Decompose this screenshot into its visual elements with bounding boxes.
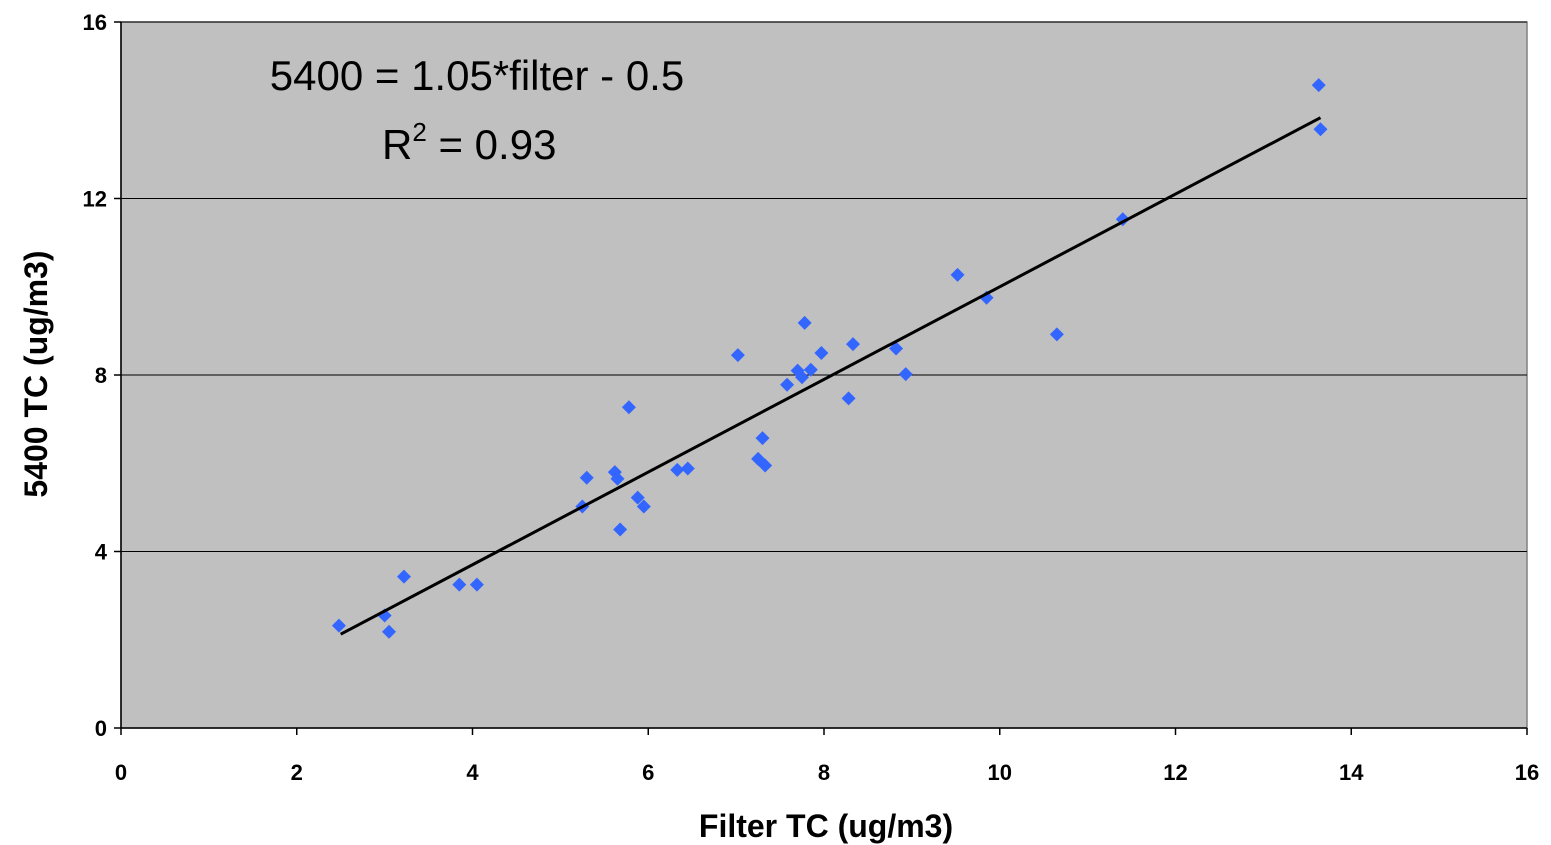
r-squared-value: = 0.93	[427, 121, 557, 168]
data-point	[630, 490, 645, 505]
data-point	[755, 431, 770, 446]
data-point	[845, 337, 860, 352]
x-tick-label: 0	[115, 760, 127, 785]
data-point	[452, 577, 467, 592]
y-axis-title: 5400 TC (ug/m3)	[18, 250, 54, 497]
y-tick-label: 4	[95, 540, 108, 565]
data-point	[889, 341, 904, 356]
data-point	[670, 462, 685, 477]
x-tick-label: 8	[818, 760, 830, 785]
x-tick-label: 10	[988, 760, 1012, 785]
data-point	[795, 370, 810, 385]
r-squared-annotation: R2 = 0.93	[382, 117, 556, 168]
data-point	[613, 522, 628, 537]
x-axis-title: Filter TC (ug/m3)	[699, 808, 953, 844]
data-point	[331, 618, 346, 633]
x-tick-labels: 0 2 4 6 8 10 12 14 16	[115, 760, 1539, 785]
x-tick-label: 2	[291, 760, 303, 785]
data-point	[621, 400, 636, 415]
y-tick-label: 12	[83, 187, 107, 212]
data-point	[610, 471, 625, 486]
r-squared-exponent: 2	[412, 117, 426, 147]
data-point	[814, 345, 829, 360]
data-point	[680, 461, 695, 476]
data-points	[331, 78, 1328, 639]
data-point	[730, 348, 745, 363]
data-point	[803, 362, 818, 377]
y-tick-label: 16	[83, 10, 107, 35]
x-tick-label: 4	[466, 760, 479, 785]
data-point	[898, 367, 913, 382]
data-point	[780, 377, 795, 392]
data-point	[1313, 122, 1328, 137]
data-point	[841, 391, 856, 406]
y-tick-label: 0	[95, 716, 107, 741]
data-point	[382, 624, 397, 639]
data-point	[579, 470, 594, 485]
data-point	[758, 458, 773, 473]
data-point	[1311, 78, 1326, 93]
x-tick-label: 14	[1339, 760, 1364, 785]
x-tick-label: 12	[1163, 760, 1187, 785]
data-point	[1049, 327, 1064, 342]
data-point	[396, 569, 411, 584]
y-tick-label: 8	[95, 363, 107, 388]
equation-annotation: 5400 = 1.05*filter - 0.5	[270, 52, 684, 99]
axes	[114, 21, 1528, 735]
y-tick-labels: 0 4 8 12 16	[83, 10, 108, 741]
data-point	[950, 267, 965, 282]
data-point	[469, 577, 484, 592]
r-squared-letter: R	[382, 121, 412, 168]
data-point	[797, 315, 812, 330]
x-tick-label: 6	[642, 760, 654, 785]
data-point	[636, 499, 651, 514]
trendline	[339, 116, 1322, 636]
x-tick-label: 16	[1515, 760, 1539, 785]
gridlines	[121, 21, 1527, 552]
